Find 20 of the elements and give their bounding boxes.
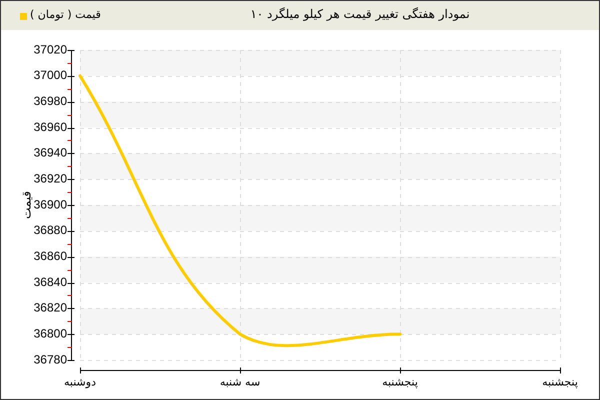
x-tick-label: دوشنبه: [64, 375, 96, 388]
y-tick-label: 37020: [34, 42, 68, 56]
y-tick-label: 36900: [34, 197, 68, 212]
y-tick-label: 36980: [34, 94, 68, 108]
x-tick-label: سه شنبه: [220, 375, 260, 388]
y-tick-label: 36940: [34, 146, 68, 160]
x-tick-label: پنجشنبه: [382, 375, 418, 388]
chart-title: نمودار هفتگی تغییر قیمت هر کیلو میلگرد ۱۰: [250, 7, 470, 22]
y-tick-label: 36840: [34, 274, 68, 289]
y-tick-label: 37000: [34, 68, 68, 82]
legend-label: قیمت ( تومان ): [30, 8, 101, 21]
y-tick-label: 36820: [34, 300, 68, 315]
y-tick-label: 36800: [34, 326, 68, 340]
y-tick-label: 36780: [34, 352, 68, 366]
x-tick-label: پنجشنبه: [542, 375, 578, 388]
y-tick-label: 36960: [34, 120, 68, 134]
y-axis-title: قیمت: [19, 190, 34, 220]
y-tick-label: 36860: [34, 248, 68, 263]
y-tick-label: 36920: [34, 171, 68, 186]
y-tick-label: 36880: [34, 223, 68, 238]
